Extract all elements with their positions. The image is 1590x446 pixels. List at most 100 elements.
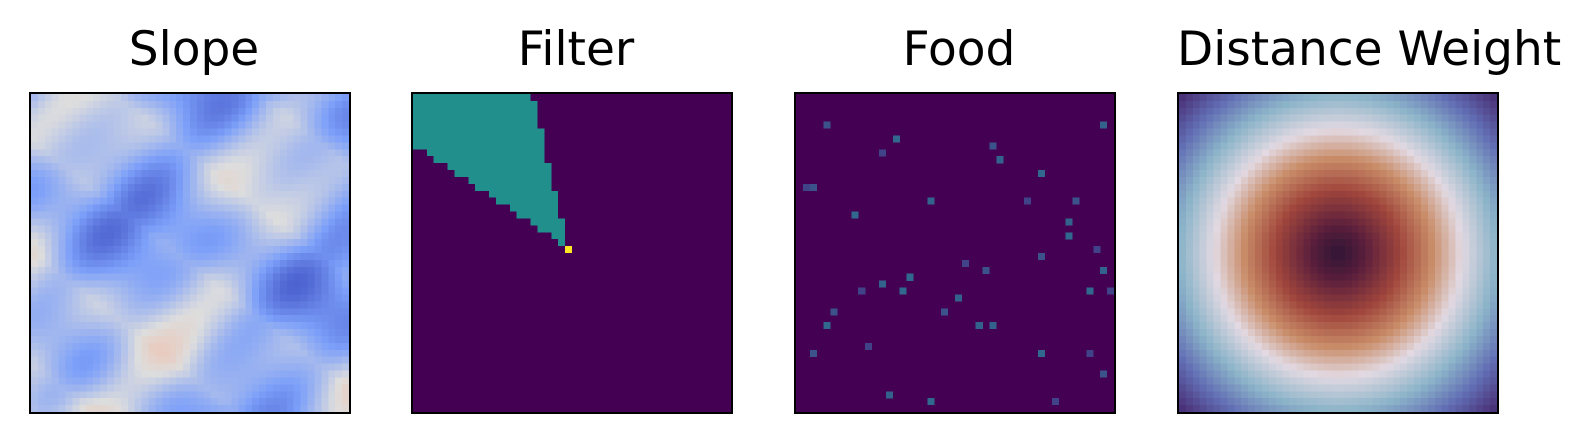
filter-cell (517, 364, 524, 371)
filter-cell (468, 398, 475, 405)
filter-cell (724, 225, 731, 232)
slope-cell (280, 343, 287, 350)
filter-cell (710, 308, 717, 315)
filter-cell (676, 115, 683, 122)
filter-cell (524, 391, 531, 398)
slope-cell (121, 350, 128, 357)
filter-cell (669, 288, 676, 295)
filter-cell (696, 281, 703, 288)
slope-cell (121, 253, 128, 260)
filter-wedge-cell (503, 184, 510, 191)
distance-weight-cell (1462, 115, 1469, 122)
slope-cell (342, 377, 349, 384)
filter-cell (607, 115, 614, 122)
filter-cell (703, 101, 710, 108)
slope-cell (252, 260, 259, 267)
slope-cell (238, 198, 245, 205)
filter-cell (648, 232, 655, 239)
filter-cell (558, 384, 565, 391)
slope-cell (211, 267, 218, 274)
distance-weight-cell (1186, 184, 1193, 191)
filter-cell (420, 350, 427, 357)
distance-weight-cell (1310, 191, 1317, 198)
slope-cell (79, 377, 86, 384)
slope-cell (142, 135, 149, 142)
filter-cell (461, 329, 468, 336)
slope-cell (294, 122, 301, 129)
filter-wedge-cell (454, 149, 461, 156)
distance-weight-cell (1186, 101, 1193, 108)
distance-weight-cell (1476, 184, 1483, 191)
slope-cell (328, 156, 335, 163)
filter-cell (613, 371, 620, 378)
slope-cell (38, 288, 45, 295)
slope-cell (100, 377, 107, 384)
filter-cell (634, 218, 641, 225)
distance-weight-cell (1248, 198, 1255, 205)
slope-cell (169, 371, 176, 378)
filter-cell (579, 357, 586, 364)
slope-cell (225, 274, 232, 281)
filter-cell (607, 122, 614, 129)
distance-weight-heatmap (1179, 94, 1497, 412)
filter-wedge-cell (544, 218, 551, 225)
filter-cell (593, 329, 600, 336)
slope-cell (252, 149, 259, 156)
slope-cell (59, 115, 66, 122)
slope-cell (142, 274, 149, 281)
filter-cell (710, 260, 717, 267)
slope-cell (314, 357, 321, 364)
filter-cell (413, 225, 420, 232)
filter-cell (475, 225, 482, 232)
filter-cell (648, 177, 655, 184)
slope-cell (59, 212, 66, 219)
slope-cell (169, 274, 176, 281)
slope-cell (218, 115, 225, 122)
food-point (824, 322, 831, 329)
filter-cell (441, 239, 448, 246)
filter-cell (620, 336, 627, 343)
filter-wedge-cell (489, 122, 496, 129)
slope-cell (321, 384, 328, 391)
slope-cell (335, 315, 342, 322)
slope-cell (176, 329, 183, 336)
slope-cell (328, 398, 335, 405)
filter-wedge-cell (448, 122, 455, 129)
filter-wedge-cell (524, 177, 531, 184)
filter-cell (717, 163, 724, 170)
slope-cell (273, 301, 280, 308)
filter-cell (441, 253, 448, 260)
filter-cell (613, 212, 620, 219)
filter-cell (496, 288, 503, 295)
distance-weight-cell (1435, 142, 1442, 149)
slope-cell (225, 149, 232, 156)
slope-cell (45, 336, 52, 343)
filter-cell (517, 288, 524, 295)
slope-cell (107, 135, 114, 142)
filter-cell (510, 364, 517, 371)
filter-cell (600, 205, 607, 212)
slope-cell (321, 377, 328, 384)
distance-weight-cell (1255, 135, 1262, 142)
distance-weight-cell (1227, 122, 1234, 129)
filter-cell (537, 301, 544, 308)
slope-cell (204, 267, 211, 274)
slope-cell (204, 94, 211, 101)
filter-cell (600, 357, 607, 364)
distance-weight-cell (1234, 142, 1241, 149)
filter-cell (655, 398, 662, 405)
filter-wedge-cell (420, 122, 427, 129)
filter-cell (517, 232, 524, 239)
filter-cell (454, 191, 461, 198)
slope-cell (142, 398, 149, 405)
slope-cell (162, 156, 169, 163)
slope-cell (273, 142, 280, 149)
filter-cell (683, 322, 690, 329)
slope-cell (190, 301, 197, 308)
filter-wedge-cell (524, 212, 531, 219)
slope-cell (238, 225, 245, 232)
filter-cell (496, 294, 503, 301)
slope-cell (259, 288, 266, 295)
slope-cell (301, 212, 308, 219)
slope-cell (335, 391, 342, 398)
